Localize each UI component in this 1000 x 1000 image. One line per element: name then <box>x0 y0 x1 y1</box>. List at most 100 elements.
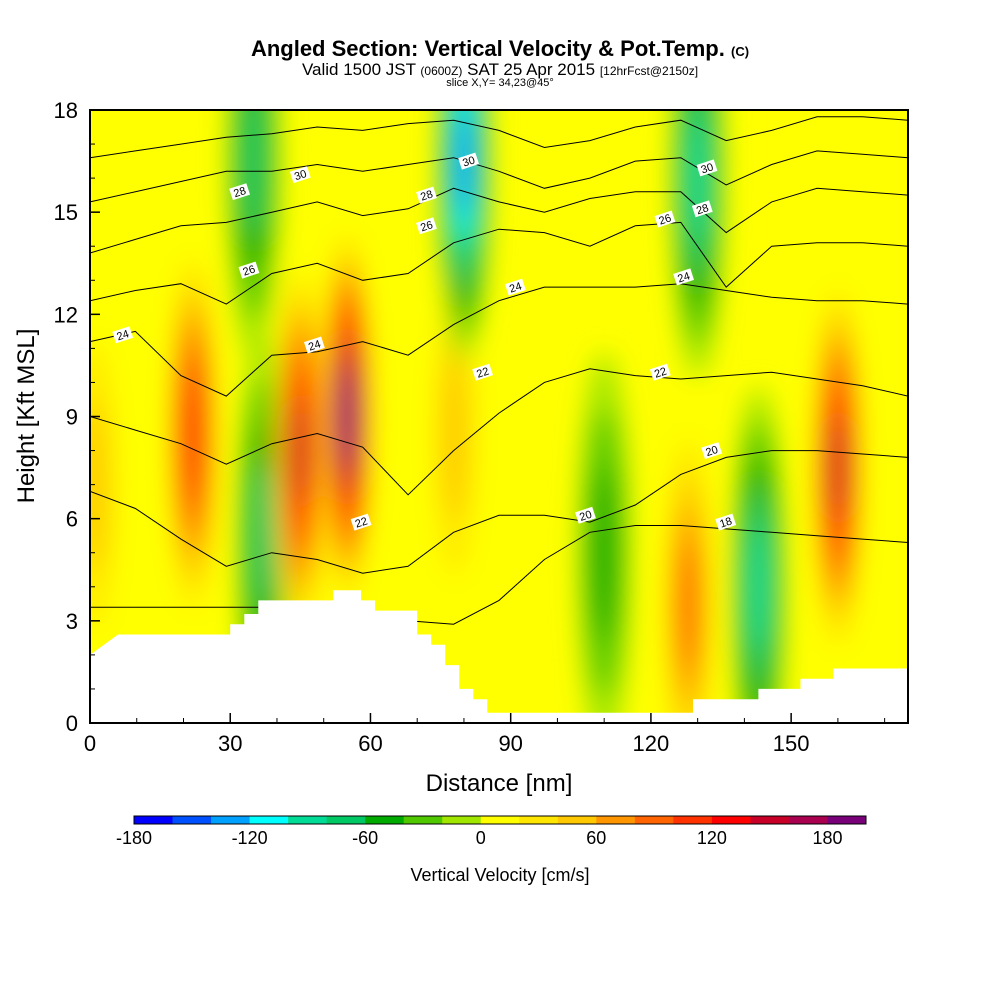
contour-label-text-10: 22 <box>354 515 369 530</box>
colorbar-swatch-17 <box>788 816 828 824</box>
isentrope-4 <box>90 221 908 305</box>
x-tick-label-0: 0 <box>84 731 96 756</box>
colorbar-swatch-15 <box>711 816 751 824</box>
velocity-cell-2-3 <box>591 466 617 640</box>
colorbar-tick-label-6: 180 <box>812 828 842 848</box>
colorbar-swatch-6 <box>365 816 405 824</box>
contour-label-5: 28 <box>416 186 437 204</box>
y-tick-label-6: 18 <box>54 98 78 123</box>
forecast-info: [12hrFcst@2150z] <box>599 64 699 78</box>
contour-label-text-8: 24 <box>508 280 523 295</box>
contour-label-bg-7 <box>458 152 480 170</box>
colorbar-tick-label-4: 60 <box>586 828 606 848</box>
contour-label-15: 26 <box>654 210 676 228</box>
colorbar-swatch-4 <box>288 816 328 824</box>
velocity-cell-8-7 <box>183 379 202 488</box>
y-tick-label-4: 12 <box>54 302 78 327</box>
colorbar-swatch-9 <box>480 816 520 824</box>
colorbar-tick-label-1: -120 <box>232 828 268 848</box>
y-tick-label-2: 6 <box>66 507 78 532</box>
chart-subtitle: Valid 1500 JST (0600Z) SAT 25 Apr 2015 [… <box>0 60 1000 80</box>
contour-label-9: 22 <box>472 363 494 381</box>
contour-label-text-5: 28 <box>419 188 434 203</box>
colorbar: -180 -120 -60 0 60 120 180 <box>116 815 867 848</box>
contour-label-bg-16 <box>673 268 695 286</box>
contour-label-bg-0 <box>289 166 311 184</box>
velocity-cell-11-8 <box>829 416 847 519</box>
contour-label-text-11: 20 <box>578 509 593 524</box>
isentrope-5 <box>90 187 908 254</box>
colorbar-swatch-5 <box>326 816 366 824</box>
y-tick-label-3: 9 <box>66 405 78 430</box>
colorbar-swatch-11 <box>557 816 597 824</box>
contour-label-17: 28 <box>691 200 713 218</box>
contour-label-12: 22 <box>649 363 671 381</box>
contour-label-bg-17 <box>691 200 713 218</box>
colorbar-tick-label-0: -180 <box>116 828 152 848</box>
colorbar-swatch-0 <box>134 816 174 824</box>
contour-label-0: 30 <box>289 166 311 184</box>
contour-label-text-15: 26 <box>658 212 673 227</box>
colorbar-swatch-3 <box>249 816 289 824</box>
x-tick-label-2: 60 <box>358 731 382 756</box>
colorbar-swatch-2 <box>211 816 251 824</box>
colorbar-swatch-18 <box>827 816 867 824</box>
contour-label-bg-4 <box>303 336 325 354</box>
colorbar-swatch-16 <box>750 816 790 824</box>
contour-label-bg-12 <box>649 363 671 381</box>
contour-label-text-6: 26 <box>419 219 434 234</box>
contour-label-13: 20 <box>701 442 723 460</box>
zulu-time: (0600Z) <box>420 64 463 78</box>
contour-label-4: 24 <box>303 336 325 354</box>
velocity-cell-10-8 <box>291 399 309 502</box>
contour-label-text-18: 30 <box>700 161 715 176</box>
contour-label-text-16: 24 <box>676 270 691 285</box>
colorbar-swatch-10 <box>519 816 559 824</box>
velocity-cell-12-10 <box>339 369 356 464</box>
contour-label-bg-5 <box>416 186 437 204</box>
x-axis-label: Distance [nm] <box>426 770 573 797</box>
isentrope-6 <box>90 150 908 203</box>
isentrope-0 <box>90 525 908 625</box>
colorbar-swatch-13 <box>634 816 674 824</box>
contour-label-2: 26 <box>238 261 260 279</box>
contour-label-3: 24 <box>112 326 134 343</box>
contour-label-bg-1 <box>229 183 251 201</box>
velocity-cell-6-5 <box>748 522 769 651</box>
contour-label-7: 30 <box>458 152 480 170</box>
contour-label-bg-11 <box>575 506 596 524</box>
colorbar-swatch-8 <box>442 816 482 824</box>
contour-label-bg-13 <box>701 442 723 460</box>
contour-label-text-17: 28 <box>695 202 710 217</box>
velocity-cell-7-5 <box>678 539 699 668</box>
colorbar-tick-label-5: 120 <box>697 828 727 848</box>
colorbar-swatch-12 <box>596 816 636 824</box>
colorbar-frame <box>133 815 867 825</box>
colorbar-tick-label-3: 0 <box>476 828 486 848</box>
contour-label-bg-14 <box>715 513 737 531</box>
y-tick-label-1: 3 <box>66 609 78 634</box>
contour-label-bg-9 <box>472 363 494 381</box>
colorbar-tick-label-2: -60 <box>352 828 378 848</box>
isentropes <box>90 116 908 625</box>
contour-label-text-4: 24 <box>307 338 322 353</box>
velocity-cell-5-5 <box>687 114 708 243</box>
chart-title-text: Angled Section: Vertical Velocity & Pot.… <box>250 36 725 61</box>
x-tick-label-1: 30 <box>218 731 242 756</box>
contour-label-bg-15 <box>654 210 676 228</box>
colorbar-swatch-7 <box>403 816 443 824</box>
contour-label-bg-8 <box>504 278 526 296</box>
units-tag: (C) <box>731 44 750 59</box>
slice-info: slice X,Y= 34,23@45° <box>446 77 554 89</box>
contour-label-text-1: 28 <box>232 185 247 200</box>
isentrope-7 <box>90 116 908 159</box>
valid-time: Valid 1500 JST <box>301 60 416 79</box>
velocity-cell-3-4 <box>251 463 274 609</box>
isentrope-2 <box>90 368 908 496</box>
x-tick-label-3: 90 <box>498 731 522 756</box>
contour-label-bg-10 <box>350 513 372 531</box>
contour-label-18: 30 <box>696 159 718 176</box>
contour-label-text-9: 22 <box>475 366 490 381</box>
contour-label-1: 28 <box>229 183 251 201</box>
